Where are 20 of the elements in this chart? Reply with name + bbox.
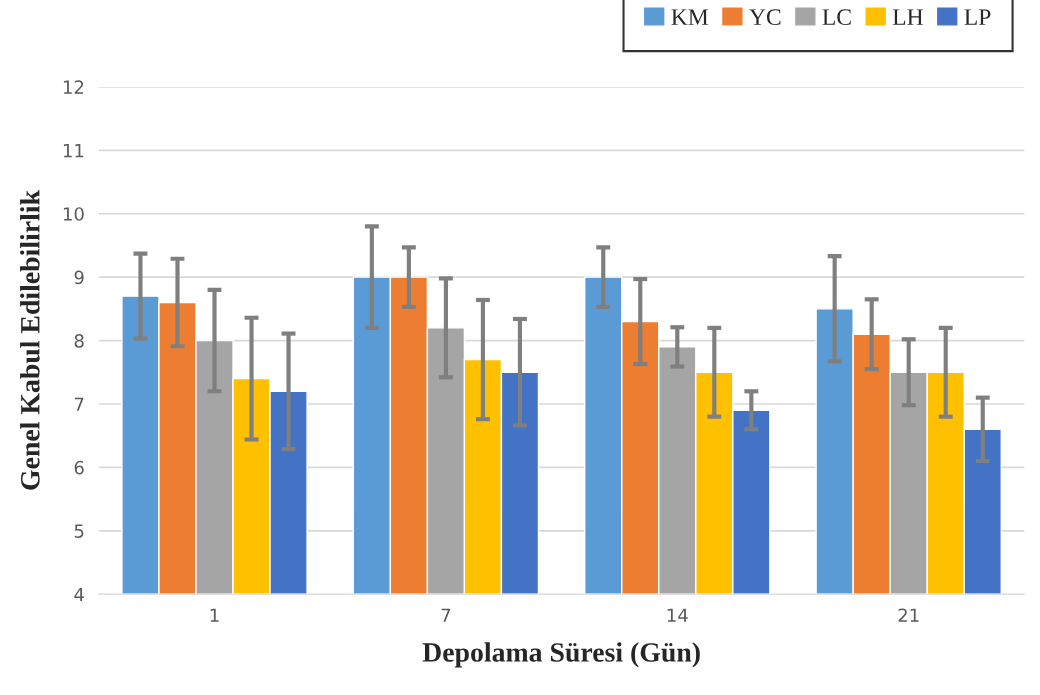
y-tick-label: 7 <box>74 397 84 411</box>
y-axis-title: Genel Kabul Edilebilirlik <box>20 190 40 490</box>
y-tick-label: 12 <box>63 80 84 94</box>
x-tick-label: 7 <box>441 608 451 622</box>
y-tick-label: 5 <box>74 524 84 538</box>
y-tick-label: 11 <box>63 143 84 158</box>
x-tick-label: 21 <box>898 608 919 622</box>
y-tick-label: 4 <box>74 587 84 602</box>
y-tick-label: 9 <box>74 270 84 285</box>
x-axis-title: Depolama Süresi (Gün) <box>422 642 700 668</box>
legend-label: LH <box>892 9 923 25</box>
legend-label: LP <box>964 9 991 25</box>
x-tick-label: 1 <box>210 608 219 622</box>
legend-label: LC <box>822 9 851 26</box>
y-tick-label: 10 <box>63 207 84 221</box>
x-tick-label: 14 <box>667 608 688 622</box>
y-tick-label: 6 <box>74 460 84 475</box>
y-tick-label: 8 <box>74 334 84 348</box>
legend-label: KM <box>671 9 709 25</box>
legend-label: YC <box>749 9 781 26</box>
